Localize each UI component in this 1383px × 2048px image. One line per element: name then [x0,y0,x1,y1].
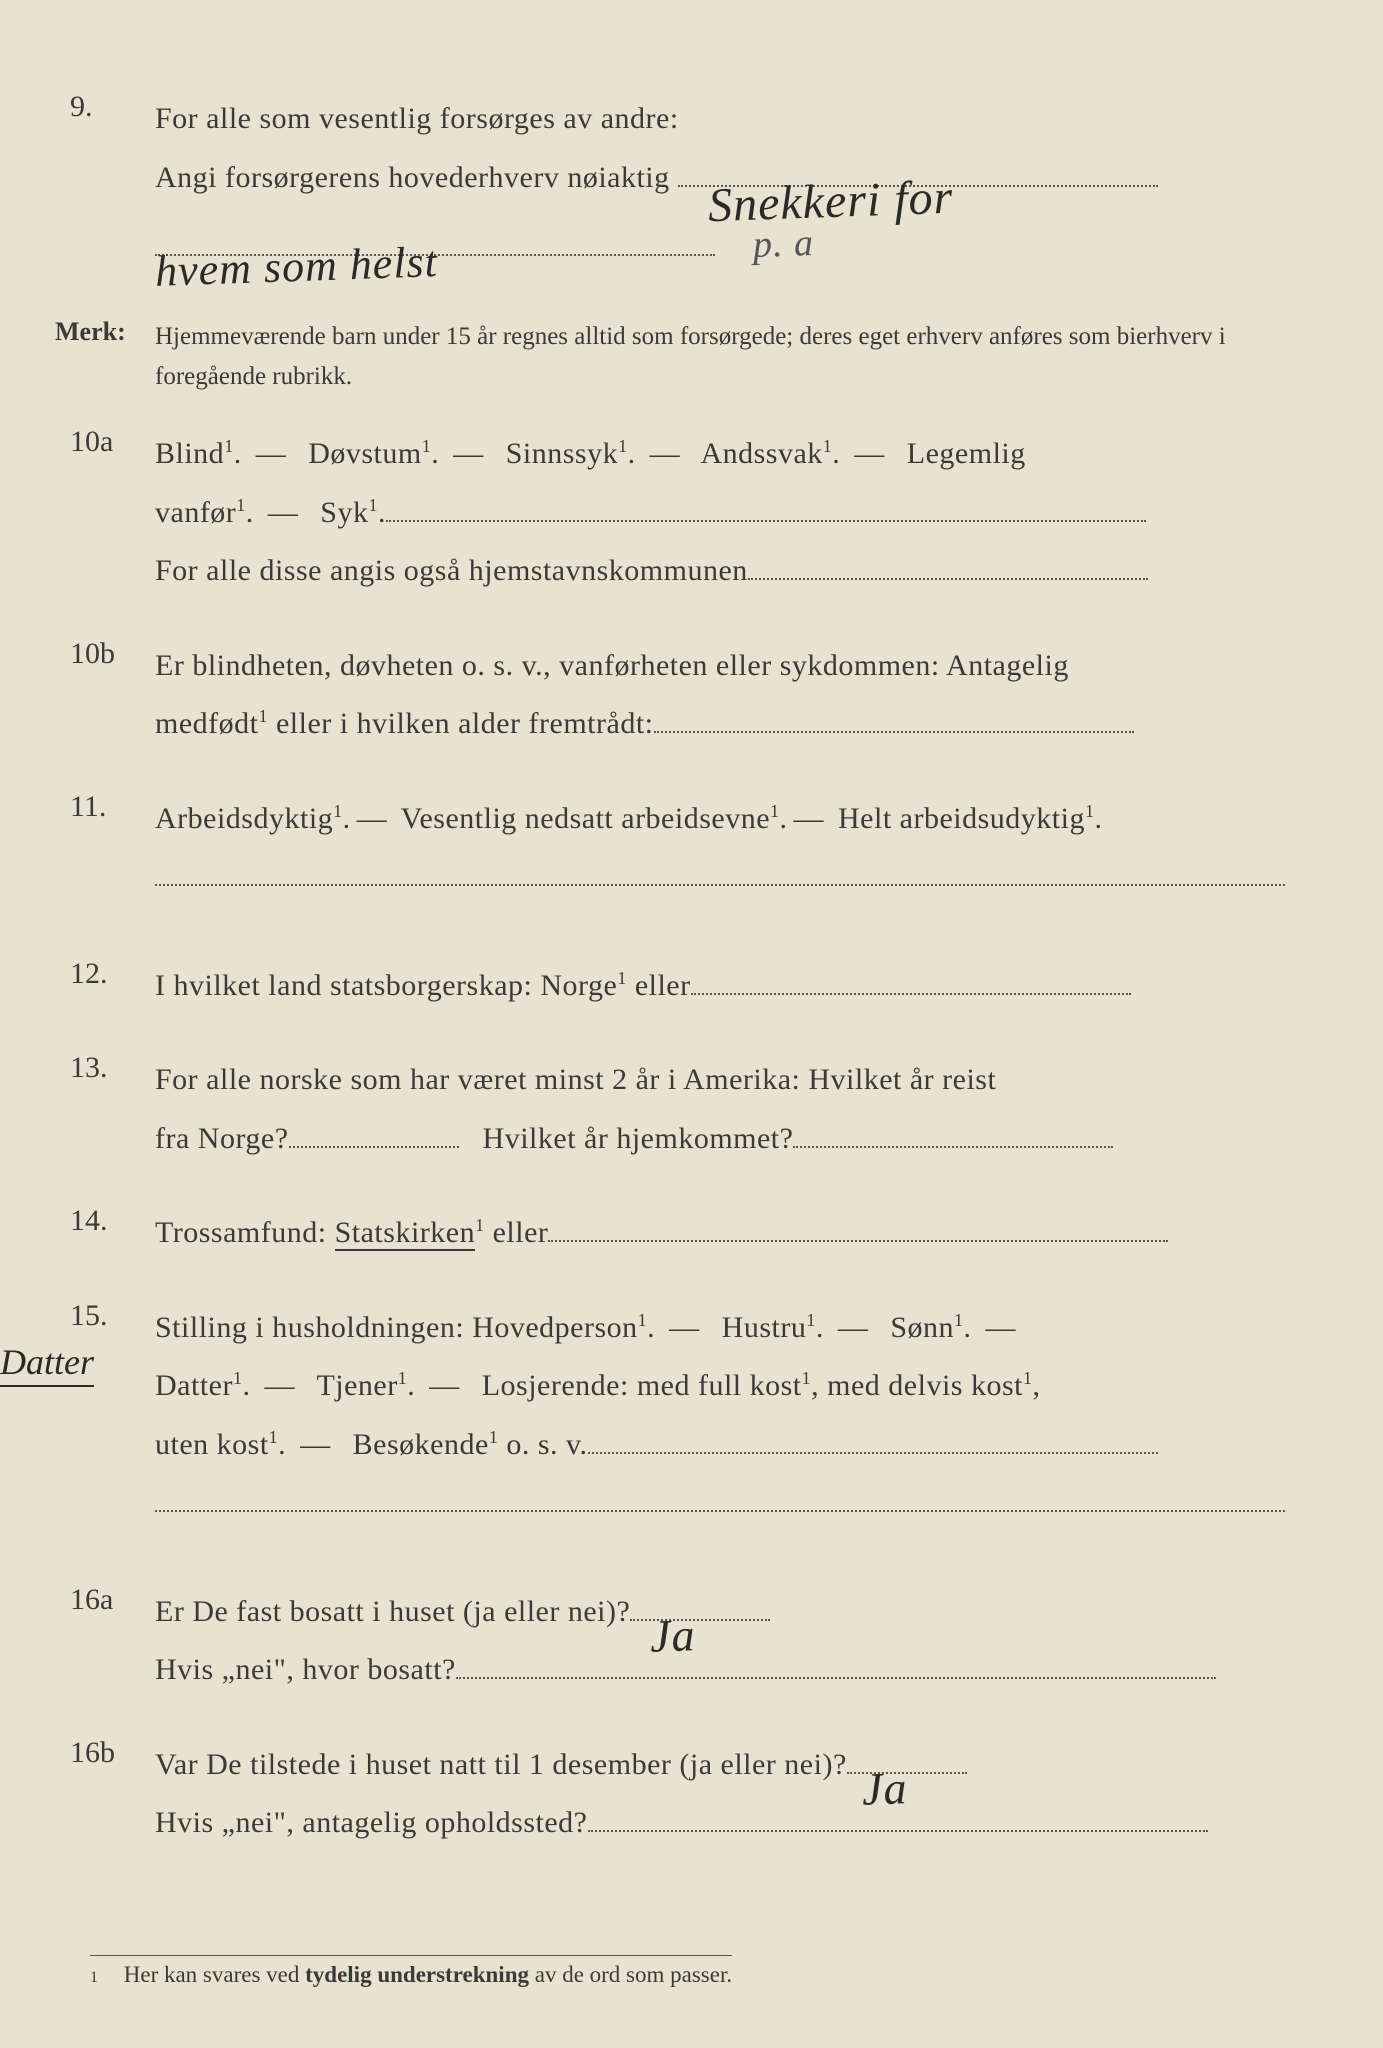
q14-text1: Trossamfund: [155,1216,335,1249]
q14-text3: eller [485,1216,549,1249]
q15-opt6: Besøkende [353,1428,489,1461]
q12-num: 12. [70,957,108,991]
q9-line1: For alle som vesentlig forsørges av andr… [155,90,1313,149]
q10b-line1b: medfødt [155,707,258,740]
q10a-opt6: vanfør [155,496,236,529]
question-16a: 16a Er De fast bosatt i huset (ja eller … [55,1583,1313,1700]
q13-line2a: fra Norge? [155,1122,289,1155]
question-15: 15. Datter Stilling i husholdningen: Hov… [55,1299,1313,1533]
q15-text2b: , med delvis kost [811,1369,1023,1402]
q10a-opt2: Døvstum [308,437,422,470]
footnote-num: 1 [90,1969,98,1986]
q11-num: 11. [70,790,106,824]
question-12: 12. I hvilket land statsborgerskap: Norg… [55,957,1313,1016]
question-16b: 16b Var De tilstede i huset natt til 1 d… [55,1736,1313,1853]
footnote-text-b: tydelig understrekning [305,1962,529,1987]
question-10a: 10a Blind1.— Døvstum1.— Sinnssyk1.— Ands… [55,425,1313,601]
q10b-line1a: Er blindheten, døvheten o. s. v., vanfør… [155,649,1069,682]
q15-text1: Stilling i husholdningen: Hovedperson [155,1311,638,1344]
q15-num: 15. [70,1299,108,1333]
merk-label: Merk: [55,317,126,347]
q10b-num: 10b [70,637,115,671]
q15-text2: Losjerende: med full kost [482,1369,802,1402]
q14-num: 14. [70,1204,108,1238]
q16a-line1: Er De fast bosatt i huset (ja eller nei)… [155,1595,630,1628]
q12-text2: eller [627,969,691,1002]
q15-opt2: Hustru [722,1311,807,1344]
q10a-opt3: Sinnssyk [506,437,618,470]
merk-block: Merk: Hjemmeværende barn under 15 år reg… [55,317,1313,397]
q15-text3: uten kost [155,1428,269,1461]
q15-margin-note: Datter [0,1341,94,1387]
q16a-line2: Hvis „nei", hvor bosatt? [155,1653,456,1686]
footnote-text-c: av de ord som passer. [529,1962,732,1987]
q9-handwritten2b: p. a [752,206,816,282]
q16b-line1: Var De tilstede i huset natt til 1 desem… [155,1748,847,1781]
question-14: 14. Trossamfund: Statskirken1 eller [55,1204,1313,1263]
q11-opt1: Arbeidsdyktig [155,802,333,835]
q15-opt4: Datter [155,1369,233,1402]
q15-opt3: Sønn [890,1311,954,1344]
q16b-answer: Ja [860,1743,909,1834]
q10b-line1c: eller i hvilken alder fremtrådt: [268,707,654,740]
footnote-text-a: Her kan svares ved [124,1962,305,1987]
q10a-opt5: Legemlig [907,437,1026,470]
q10a-line2: For alle disse angis også hjemstavnskomm… [155,554,748,587]
q10a-opt7: Syk [320,496,368,529]
q9-handwritten2: hvem som helst [154,219,440,315]
q13-num: 13. [70,1051,108,1085]
q9-num: 9. [70,90,93,124]
q16a-answer: Ja [649,1590,698,1681]
q13-line1: For alle norske som har været minst 2 år… [155,1063,996,1096]
q14-text2: Statskirken [335,1216,476,1251]
q16a-num: 16a [70,1583,113,1617]
q9-label: Angi forsørgerens hovederhverv nøiaktig [155,161,670,194]
q10a-opt1: Blind [155,437,224,470]
q16b-line2: Hvis „nei", antagelig opholdssted? [155,1806,588,1839]
q12-text: I hvilket land statsborgerskap: Norge [155,969,617,1002]
question-13: 13. For alle norske som har været minst … [55,1051,1313,1168]
question-10b: 10b Er blindheten, døvheten o. s. v., va… [55,637,1313,754]
q15-opt5: Tjener [316,1369,397,1402]
q11-opt2: Vesentlig nedsatt arbeidsevne [401,802,770,835]
footnote: 1 Her kan svares ved tydelig understrekn… [90,1955,732,1988]
q16b-num: 16b [70,1736,115,1770]
question-9: 9. For alle som vesentlig forsørges av a… [55,90,1313,281]
q13-line2b: Hvilket år hjemkommet? [483,1122,794,1155]
q10a-num: 10a [70,425,113,459]
q10a-opt4: Andssvak [700,437,822,470]
merk-text: Hjemmeværende barn under 15 år regnes al… [155,317,1313,397]
q15-text4: o. s. v. [498,1428,587,1461]
q11-opt3: Helt arbeidsudyktig [838,802,1085,835]
question-11: 11. Arbeidsdyktig1.— Vesentlig nedsatt a… [55,790,1313,907]
